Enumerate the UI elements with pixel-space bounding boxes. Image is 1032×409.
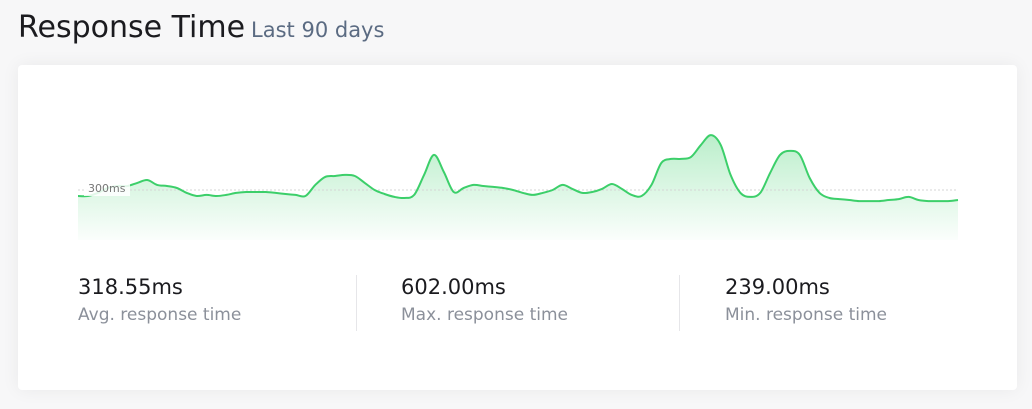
area (78, 135, 958, 240)
reference-label: 300ms (88, 182, 126, 195)
stat-value: 239.00ms (725, 275, 830, 299)
line (77, 134, 959, 203)
reference-label-bg (84, 182, 130, 196)
subtitle: Last 90 days (251, 18, 385, 42)
stat: 318.55ms Avg. response time (78, 275, 241, 325)
stat-value: 318.55ms (78, 275, 183, 299)
stat-label: Avg. response time (78, 305, 242, 325)
chart: 300ms (77, 134, 959, 240)
card: 300ms 318.55ms Avg. response time 602.00… (18, 65, 1017, 390)
stat-label: Min. response time (725, 305, 887, 325)
title: Response Time (18, 10, 246, 45)
stat: 602.00ms Max. response time (401, 275, 568, 325)
stat-value: 602.00ms (401, 275, 506, 299)
divider (356, 275, 357, 331)
title-row: Response Time Last 90 days (18, 10, 384, 45)
divider (679, 275, 680, 331)
stat-label: Max. response time (401, 305, 568, 325)
stat: 239.00ms Min. response time (725, 275, 887, 325)
